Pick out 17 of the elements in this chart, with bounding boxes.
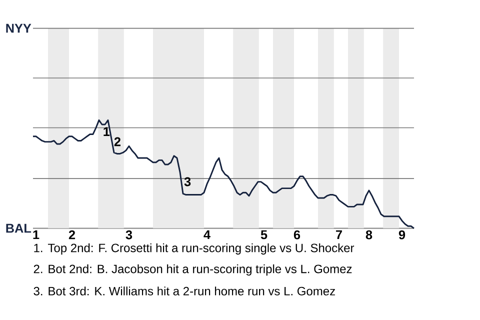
- text: 3. Bot 3rd: K. Williams hit a 2-run home run vs L. Gomez: [34, 286, 335, 296]
- text: 1. Top 2nd: F. Crosetti hit a run-scoring single vs U. Shocker: [34, 243, 354, 255]
- x-tick-label: 8: [366, 230, 372, 240]
- x-tick-label: 7: [336, 230, 342, 240]
- text: BAL: [6, 224, 32, 233]
- annotation: 2: [114, 137, 120, 146]
- annotation: 1: [104, 127, 110, 136]
- x-tick-label: 6: [294, 230, 300, 240]
- x-tick-label: 1: [33, 230, 40, 240]
- x-tick-label: 5: [260, 230, 268, 240]
- x-tick-label: 3: [126, 230, 132, 240]
- annotation: 3: [184, 177, 191, 186]
- text: 2. Bot 2nd: B. Jacobson hit a run-scoring triple vs L. Gomez: [34, 264, 352, 276]
- x-tick-label: 2: [68, 230, 76, 240]
- x-tick-label: 9: [398, 230, 406, 240]
- x-tick-label: 4: [204, 230, 210, 240]
- text: NYY: [6, 24, 32, 33]
